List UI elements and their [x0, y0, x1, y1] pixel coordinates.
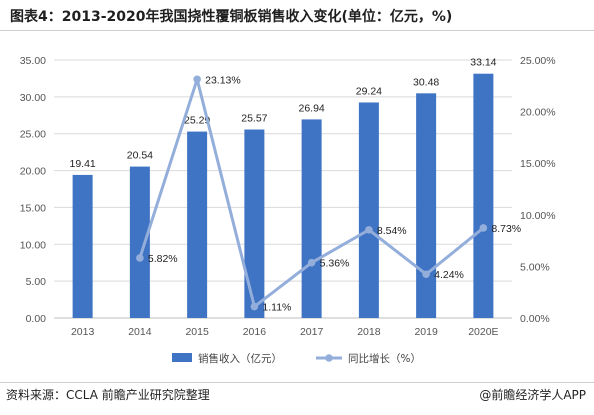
right-tick-label: 5.00% — [520, 261, 550, 273]
line-point — [307, 258, 316, 267]
bar — [187, 131, 208, 318]
right-tick-label: 25.00% — [520, 55, 556, 67]
bar-series — [72, 73, 494, 319]
line-value-label: 1.11% — [262, 302, 291, 314]
bar — [416, 93, 437, 319]
left-tick-label: 35.00 — [20, 55, 46, 67]
line-data-labels: 5.82% 23.13% 1.11% 5.36% 8.54% 4.24% 8.73% — [148, 74, 521, 313]
legend-line-marker — [325, 354, 333, 362]
legend-line-label: 同比增长（%） — [348, 352, 421, 365]
chart-title: 图表4：2013-2020年我国挠性覆铜板销售收入变化(单位：亿元，%) — [10, 9, 453, 25]
legend: 销售收入（亿元） 同比增长（%） — [172, 352, 421, 365]
bar — [72, 174, 93, 318]
credit-note: @前瞻经济学人APP — [479, 388, 586, 402]
left-tick-label: 15.00 — [20, 202, 46, 214]
right-tick-label: 15.00% — [520, 158, 556, 170]
bar-value-label: 20.54 — [127, 150, 153, 162]
x-tick-label: 2018 — [357, 326, 381, 338]
bar-value-label: 25.57 — [241, 113, 267, 125]
line-point — [250, 302, 259, 311]
x-tick-label: 2015 — [185, 326, 209, 338]
line-point — [136, 254, 144, 262]
bar — [358, 102, 379, 318]
x-tick-label: 2014 — [128, 326, 152, 338]
left-tick-label: 0.00 — [26, 313, 47, 325]
bar — [129, 166, 150, 318]
line-value-label: 23.13% — [205, 74, 241, 86]
bar-value-label: 19.41 — [69, 158, 95, 170]
right-tick-label: 10.00% — [520, 210, 556, 222]
x-tick-label: 2016 — [243, 326, 267, 338]
right-axis-ticks: 0.00% 5.00% 10.00% 15.00% 20.00% 25.00% — [520, 55, 556, 325]
line-value-label: 5.36% — [320, 258, 350, 270]
left-tick-label: 20.00 — [20, 166, 46, 178]
combo-chart: 0.00 5.00 10.00 15.00 20.00 25.00 30.00 35.00 0… — [20, 55, 556, 365]
right-tick-label: 0.00% — [520, 313, 550, 325]
x-tick-label: 2017 — [300, 326, 324, 338]
bar — [473, 73, 494, 319]
bar — [301, 119, 322, 318]
left-tick-label: 5.00 — [26, 276, 47, 288]
right-tick-label: 20.00% — [520, 107, 556, 119]
line-point — [365, 226, 373, 234]
bar — [244, 129, 265, 318]
x-tick-label: 2019 — [414, 326, 438, 338]
line-point — [479, 224, 488, 232]
line-value-label: 4.24% — [434, 269, 464, 281]
bar-data-labels: 19.41 20.54 25.29 25.57 26.94 29.24 30.48 33.14 — [69, 57, 496, 170]
bar-value-label: 29.24 — [356, 85, 382, 97]
line-value-label: 5.82% — [148, 253, 178, 265]
source-divider — [0, 382, 594, 383]
source-note: 资料来源：CCLA 前瞻产业研究院整理 — [6, 388, 210, 402]
legend-bar-swatch — [172, 353, 192, 362]
line-point — [193, 75, 201, 84]
line-series — [136, 75, 488, 311]
legend-bar-label: 销售收入（亿元） — [198, 352, 282, 365]
bar-value-label: 30.48 — [413, 76, 439, 88]
bar-value-label: 33.14 — [470, 57, 496, 69]
bar-value-label: 26.94 — [298, 102, 324, 114]
left-tick-label: 25.00 — [20, 129, 46, 141]
left-tick-label: 30.00 — [20, 92, 46, 104]
bar-value-label: 25.29 — [184, 115, 210, 127]
left-tick-label: 10.00 — [20, 239, 46, 251]
title-divider — [0, 30, 594, 31]
x-tick-label: 2013 — [71, 326, 95, 338]
line-value-label: 8.73% — [491, 223, 521, 235]
x-axis-ticks: 2013 2014 2015 2016 2017 2018 2019 2020E — [71, 326, 499, 338]
line-value-label: 8.54% — [377, 225, 407, 237]
x-tick-label: 2020E — [468, 326, 498, 338]
left-axis-ticks: 0.00 5.00 10.00 15.00 20.00 25.00 30.00 35.00 — [20, 55, 46, 325]
line-point — [422, 270, 430, 279]
